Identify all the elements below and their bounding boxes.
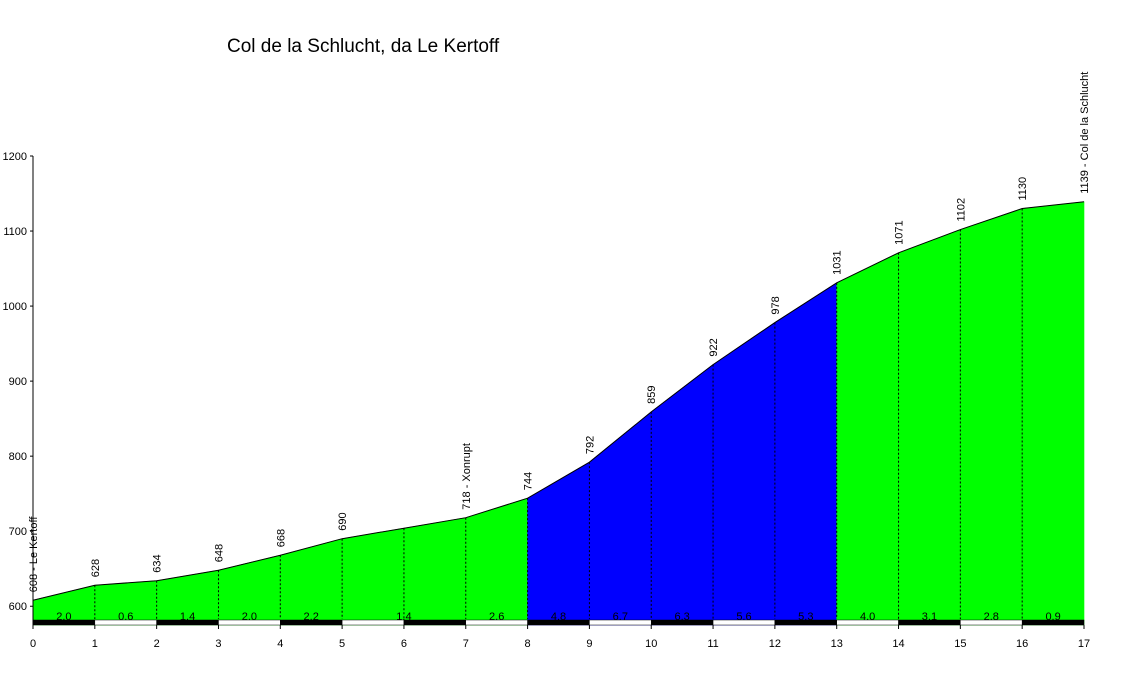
area-segment — [403, 517, 467, 626]
x-tick-labels: 0 1 2 3 4 5 6 7 8 9 10 11 12 13 14 15 16 17 — [30, 638, 1090, 650]
chart-title: Col de la Schlucht, da Le Kertoff — [227, 36, 500, 57]
gradient-label: 0.6 — [118, 611, 133, 623]
x-tick-label: 16 — [1016, 638, 1028, 650]
y-tick-label: 800 — [9, 451, 27, 463]
profile-line — [32, 201, 1085, 601]
x-tick-label: 13 — [831, 638, 843, 650]
y-tick-label: 900 — [9, 376, 27, 388]
elevation-label: 1102 — [955, 198, 967, 222]
x-tick-label: 15 — [954, 638, 966, 650]
elevation-label: 690 — [337, 512, 349, 530]
elevation-label: 1031 — [832, 250, 844, 274]
gradient-labels: 2.0 0.6 1.4 2.0 2.2 1.4 2.6 4.8 6.7 6.3 5.6 5.3 4.0 3… — [56, 611, 1060, 623]
x-tick-label: 10 — [645, 638, 657, 650]
km-bar-segment — [341, 619, 405, 626]
km-bar-segment — [403, 619, 467, 626]
x-tick-label: 9 — [586, 638, 592, 650]
y-tick-label: 1100 — [3, 226, 27, 238]
x-tick-label: 2 — [154, 638, 160, 650]
x-tick-label: 4 — [277, 638, 283, 650]
x-tick-label: 3 — [215, 638, 221, 650]
elevation-label: 668 — [275, 529, 287, 547]
x-tick-label: 6 — [401, 638, 407, 650]
x-tick-label: 0 — [30, 638, 36, 650]
x-tick-label: 11 — [707, 638, 718, 650]
area-segment — [465, 497, 528, 626]
gradient-label: 2.0 — [242, 611, 257, 623]
y-tick-label: 1200 — [3, 151, 27, 163]
gradient-label: 2.2 — [304, 611, 319, 623]
gradient-label: 3.1 — [922, 611, 937, 623]
area-segment — [774, 282, 838, 626]
area-segment — [527, 461, 590, 626]
elevation-label: 744 — [523, 472, 535, 490]
gradient-label: 4.0 — [860, 611, 875, 623]
profile-areas — [32, 201, 1085, 626]
y-tick-label: 700 — [9, 526, 27, 538]
km-bar — [32, 619, 1085, 626]
gradient-label: 1.4 — [396, 611, 411, 623]
area-segment — [712, 322, 776, 626]
km-bar-segment — [1021, 619, 1085, 626]
area-segment — [960, 208, 1023, 626]
elevation-label: 792 — [584, 436, 596, 454]
elevation-label: 634 — [152, 554, 164, 572]
x-tick-label: 7 — [463, 638, 469, 650]
area-segment — [341, 527, 405, 626]
elevation-label: 1071 — [894, 220, 906, 244]
elevation-label: 978 — [770, 296, 782, 314]
elevation-label: 859 — [646, 386, 658, 404]
x-tick-label: 8 — [525, 638, 531, 650]
elevation-label: 718 - Xonrupt — [461, 443, 473, 510]
gradient-label: 2.0 — [56, 611, 71, 623]
gradient-label: 2.6 — [489, 611, 504, 623]
area-segment — [836, 252, 899, 626]
elevation-label: 1139 - Col de la Schlucht — [1079, 72, 1091, 194]
gradient-label: 0.9 — [1045, 611, 1060, 623]
elevation-label: 608 - Le Kertoff — [28, 516, 40, 593]
gradient-label: 6.7 — [613, 611, 628, 623]
x-tick-label: 5 — [339, 638, 345, 650]
gradient-label: 2.8 — [984, 611, 999, 623]
point-labels: 608 - Le Kertoff 628 634 648 668 690 718 - Xon… — [28, 72, 1091, 593]
y-tick-label: 1000 — [3, 301, 27, 313]
gradient-label: 5.3 — [798, 611, 813, 623]
y-tick-label: 600 — [9, 601, 27, 613]
elevation-label: 922 — [708, 338, 720, 356]
y-tick-labels: 600 700 800 900 1000 1100 1200 — [3, 151, 27, 613]
km-dividers — [94, 208, 1023, 619]
elevation-label: 1130 — [1017, 177, 1029, 201]
x-tick-label: 12 — [769, 638, 781, 650]
elevation-label: 648 — [213, 544, 225, 562]
gradient-label: 1.4 — [180, 611, 195, 623]
x-tick-label: 14 — [892, 638, 904, 650]
area-segment — [589, 411, 652, 626]
axes — [30, 155, 1085, 629]
gradient-label: 5.6 — [736, 611, 751, 623]
area-segment — [1021, 201, 1085, 626]
x-tick-label: 1 — [92, 638, 98, 650]
gradient-label: 6.3 — [674, 611, 689, 623]
x-tick-label: 17 — [1078, 638, 1090, 650]
area-segment — [898, 229, 961, 626]
area-segment — [650, 364, 714, 626]
gradient-label: 4.8 — [551, 611, 566, 623]
elevation-label: 628 — [90, 559, 102, 577]
